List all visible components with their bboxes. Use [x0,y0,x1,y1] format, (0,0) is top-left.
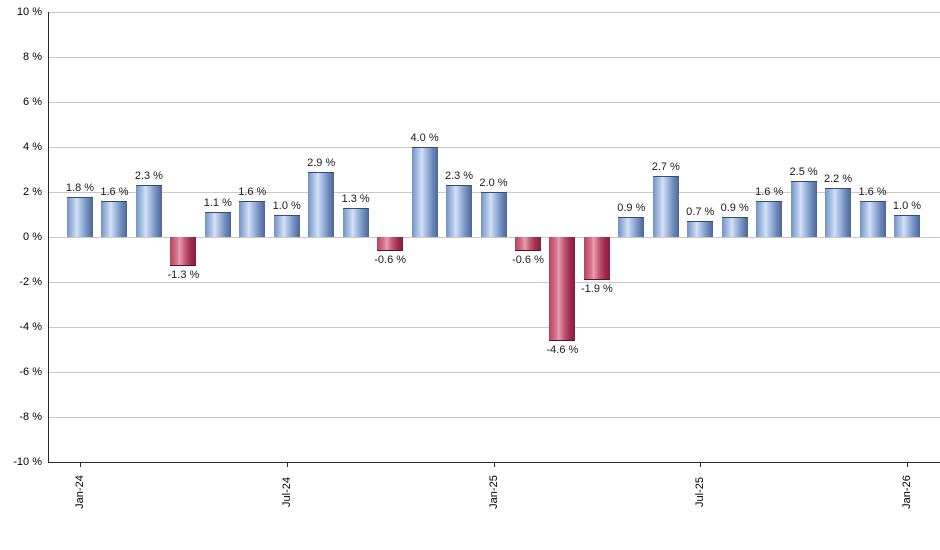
bar-value-label: 1.1 % [203,197,232,210]
bar-value-label: -1.3 % [167,269,200,282]
bar-value-label: 1.0 % [892,199,922,212]
gridline [48,57,940,58]
bar [170,237,197,267]
gridline [48,237,940,238]
bar [721,216,748,237]
bar-value-label: 0.9 % [617,201,646,214]
bar-value-label: 1.6 % [858,186,887,198]
bar-value-label: 2.7 % [651,161,680,174]
y-axis-label: 4 % [23,140,42,153]
x-axis-label: Jan-26 [901,475,913,509]
bar-value-label: 2.5 % [789,165,818,178]
bar [859,201,886,237]
bar [514,237,541,251]
gridline [48,147,940,148]
bar [204,212,231,237]
bar-value-label: 1.3 % [341,192,370,205]
bar [618,216,645,237]
bar-value-label: 2.3 % [444,170,474,183]
y-axis-label: 6 % [23,95,42,108]
bar [308,171,335,237]
bar [480,192,507,237]
bar-value-label: -0.6 % [374,253,407,266]
bar-value-label: 2.2 % [824,172,853,185]
gridline [48,282,940,283]
x-axis-label: Jan-25 [487,475,500,509]
gridline [48,327,940,328]
y-axis-label: 8 % [23,50,42,63]
x-axis-label: Jan-24 [74,475,86,509]
y-axis-label: 10 % [16,5,42,18]
y-axis-label: -6 % [19,365,42,378]
bar [687,221,714,237]
bar [583,237,610,280]
x-axis-tick [700,462,702,467]
bar-value-label: 2.9 % [307,156,336,169]
bar [756,201,783,237]
bar [549,237,576,341]
x-axis-tick [907,462,908,467]
bar [377,237,404,251]
y-axis-label: -8 % [19,410,42,423]
bar-value-label: 0.7 % [686,206,715,219]
gridline [48,372,940,373]
bar-value-label: 1.6 % [100,186,129,198]
bar [825,187,852,237]
bar [790,180,817,237]
gridline [48,102,940,103]
bar [446,185,473,237]
bar-value-label: 2.3 % [134,170,163,183]
bar [342,207,369,237]
bar-value-label: -4.6 % [546,343,579,356]
y-axis-line [48,12,49,462]
bar [652,176,679,237]
x-axis-tick [493,462,495,467]
bar [135,185,162,237]
y-axis-label: -10 % [13,455,42,468]
bar-value-label: 4.0 % [410,132,439,144]
bar-value-label: 1.0 % [272,199,301,212]
bar [101,201,128,237]
gridline [48,12,940,13]
bar-value-label: -1.9 % [580,282,613,295]
y-axis-label: 0 % [23,230,42,243]
gridline [48,417,940,418]
x-axis-label: Jul-24 [280,477,293,507]
bar-value-label: 1.8 % [65,181,95,194]
x-axis-label: Jul-25 [694,477,707,507]
y-axis-label: -2 % [19,275,42,288]
x-axis-tick [80,462,81,467]
bar [411,147,438,237]
bar [67,196,93,237]
y-axis-label: -4 % [19,320,42,333]
bar-value-label: 1.6 % [755,186,784,198]
bar-value-label: -0.6 % [512,253,544,266]
x-axis-tick [286,462,288,467]
y-axis-label: 2 % [23,185,42,198]
bar-value-label: 1.6 % [238,186,267,198]
bar [273,214,300,237]
bar-value-label: 0.9 % [720,201,749,214]
bar-value-label: 2.0 % [479,177,508,189]
bar [239,201,266,237]
bar [894,214,920,237]
